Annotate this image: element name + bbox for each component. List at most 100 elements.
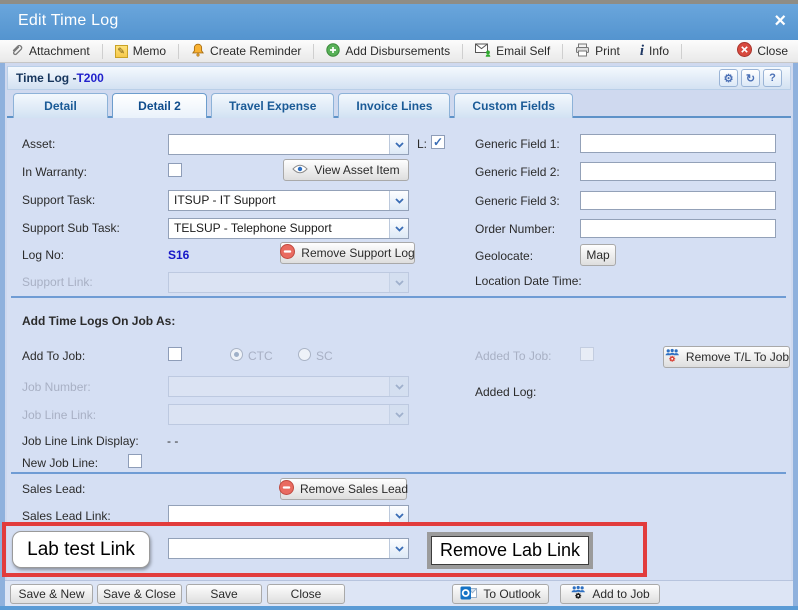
- close-button[interactable]: Close: [727, 40, 798, 62]
- dialog-bottom-frame: [0, 606, 798, 610]
- support-sub-task-dropdown[interactable]: TELSUP - Telephone Support: [168, 218, 409, 239]
- sc-radio[interactable]: [298, 348, 311, 361]
- tab-travel-expense[interactable]: Travel Expense: [211, 93, 335, 118]
- support-task-value: ITSUP - IT Support: [174, 193, 276, 207]
- window-close-icon[interactable]: ×: [774, 10, 786, 32]
- location-date-time-label: Location Date Time:: [475, 274, 582, 288]
- order-number-input[interactable]: [580, 219, 776, 238]
- remove-lab-link-text: Remove Lab Link: [439, 540, 581, 560]
- tab-invoice-lines[interactable]: Invoice Lines: [338, 93, 451, 118]
- tab-custom-fields[interactable]: Custom Fields: [454, 93, 574, 118]
- map-label: Map: [586, 248, 610, 262]
- asset-dropdown[interactable]: [168, 134, 409, 155]
- print-button[interactable]: Print: [565, 40, 630, 62]
- add-to-job-label: Add To Job:: [22, 349, 86, 363]
- in-warranty-label: In Warranty:: [22, 165, 87, 179]
- eye-icon: [292, 163, 309, 177]
- email-self-label: Email Self: [496, 44, 551, 58]
- people-gear-icon: [570, 585, 586, 603]
- view-asset-item-label: View Asset Item: [314, 163, 400, 177]
- generic-field-1-label: Generic Field 1:: [475, 137, 560, 151]
- panel-tools: ⚙ ↻ ?: [719, 69, 782, 87]
- tab-detail-2[interactable]: Detail 2: [112, 93, 207, 118]
- remove-tl-to-job-button[interactable]: Remove T/L To Job: [663, 346, 790, 368]
- add-to-job-footer-label: Add to Job: [592, 587, 650, 601]
- add-disbursements-label: Add Disbursements: [345, 44, 451, 58]
- log-no-value: S16: [168, 248, 190, 262]
- remove-circle-icon: [280, 244, 296, 262]
- save-and-close-button[interactable]: Save & Close: [97, 584, 182, 604]
- job-line-link-display-label: Job Line Link Display:: [22, 434, 139, 448]
- chevron-down-icon[interactable]: [389, 219, 408, 238]
- add-to-job-checkbox[interactable]: [168, 347, 182, 361]
- bell-icon: [191, 43, 205, 60]
- to-outlook-button[interactable]: To Outlook: [452, 584, 549, 604]
- memo-label: Memo: [132, 44, 167, 58]
- ctc-radio[interactable]: [230, 348, 243, 361]
- chevron-down-icon[interactable]: [389, 506, 408, 525]
- new-job-line-checkbox[interactable]: [128, 454, 142, 468]
- generic-field-2-input[interactable]: [580, 162, 776, 181]
- tab-detail[interactable]: Detail: [13, 93, 108, 118]
- l-checkbox[interactable]: [431, 135, 445, 149]
- close-dialog-label: Close: [290, 587, 322, 601]
- asset-value: [169, 135, 389, 154]
- info-icon: i: [639, 42, 645, 59]
- remove-support-log-button[interactable]: Remove Support Log: [280, 242, 415, 264]
- help-icon[interactable]: ?: [763, 69, 782, 87]
- toolbar-separator: [462, 43, 464, 59]
- job-line-link-value: [169, 405, 389, 424]
- support-sub-task-value: TELSUP - Telephone Support: [174, 221, 332, 235]
- ctc-radio-label: CTC: [248, 349, 273, 363]
- order-number-label: Order Number:: [475, 222, 556, 236]
- info-button[interactable]: i Info: [630, 40, 679, 62]
- print-label: Print: [595, 44, 620, 58]
- add-disbursements-button[interactable]: Add Disbursements: [316, 40, 460, 62]
- l-label: L:: [417, 137, 428, 151]
- people-gear-red-icon: [664, 348, 680, 366]
- chevron-down-icon[interactable]: [389, 191, 408, 210]
- generic-field-3-label: Generic Field 3:: [475, 194, 560, 208]
- chevron-down-icon: [389, 273, 408, 292]
- gear-icon[interactable]: ⚙: [719, 69, 738, 87]
- remove-circle-icon: [278, 480, 294, 498]
- email-self-button[interactable]: Email Self: [465, 40, 560, 62]
- toolbar-separator: [178, 43, 180, 59]
- geolocate-label: Geolocate:: [475, 249, 534, 263]
- save-label: Save: [210, 587, 238, 601]
- generic-field-2-label: Generic Field 2:: [475, 165, 560, 179]
- save-and-new-button[interactable]: Save & New: [10, 584, 93, 604]
- panel-code: T200: [76, 71, 104, 85]
- attachment-button[interactable]: Attachment: [0, 40, 100, 62]
- toolbar-separator: [562, 43, 564, 59]
- log-no-label: Log No:: [22, 248, 65, 262]
- job-line-link-display-value: - -: [167, 434, 179, 448]
- in-warranty-checkbox[interactable]: [168, 163, 182, 177]
- memo-button[interactable]: ✎ Memo: [105, 40, 176, 62]
- info-label: Info: [649, 44, 670, 58]
- add-to-job-button[interactable]: Add to Job: [560, 584, 660, 604]
- lab-test-link-text: Lab test Link: [27, 538, 135, 560]
- save-button[interactable]: Save: [186, 584, 262, 604]
- generic-field-3-input[interactable]: [580, 191, 776, 210]
- sales-lead-link-label: Sales Lead Link:: [22, 509, 111, 523]
- chevron-down-icon[interactable]: [389, 539, 408, 558]
- view-asset-item-button[interactable]: View Asset Item: [283, 159, 409, 181]
- remove-sales-lead-button[interactable]: Remove Sales Lead: [278, 478, 409, 500]
- map-button[interactable]: Map: [580, 244, 616, 266]
- job-line-link-dropdown: [168, 404, 409, 425]
- chevron-down-icon: [389, 377, 408, 396]
- remove-sales-lead-label: Remove Sales Lead: [299, 482, 409, 496]
- chevron-down-icon[interactable]: [389, 135, 408, 154]
- add-circle-icon: [326, 42, 341, 60]
- generic-field-1-input[interactable]: [580, 134, 776, 153]
- refresh-icon[interactable]: ↻: [741, 69, 760, 87]
- create-reminder-button[interactable]: Create Reminder: [181, 40, 311, 62]
- window-title: Edit Time Log: [18, 12, 119, 29]
- lab-link-dropdown[interactable]: [168, 538, 409, 559]
- toolbar-separator: [101, 43, 103, 59]
- save-and-close-label: Save & Close: [103, 587, 176, 601]
- support-task-dropdown[interactable]: ITSUP - IT Support: [168, 190, 409, 211]
- sales-lead-link-dropdown[interactable]: [168, 505, 409, 526]
- close-dialog-button[interactable]: Close: [267, 584, 345, 604]
